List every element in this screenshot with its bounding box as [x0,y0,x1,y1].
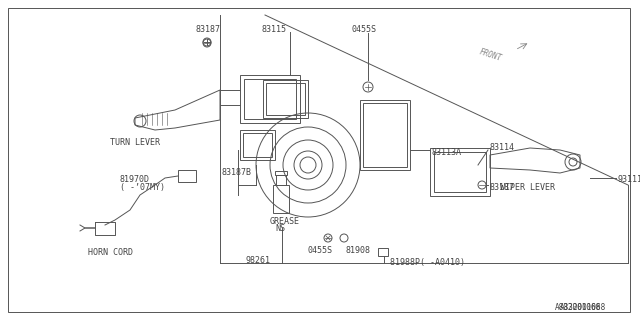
Bar [266,83,305,115]
Bar [240,130,275,160]
Text: A832001068: A832001068 [560,303,606,312]
Text: FRONT: FRONT [477,47,502,63]
Text: 83187: 83187 [196,25,221,34]
Text: 83114: 83114 [490,143,515,152]
Text: ( -’07MY): ( -’07MY) [120,183,165,192]
Text: 0455S: 0455S [352,25,377,34]
Text: WIPER LEVER: WIPER LEVER [500,183,555,192]
Text: 81908: 81908 [345,246,370,255]
Bar [178,170,196,182]
Bar [363,103,407,167]
Text: 81988P( -A0410): 81988P( -A0410) [390,258,465,267]
Bar [378,248,388,256]
Text: 0455S: 0455S [308,246,333,255]
Bar [273,185,289,213]
Text: 83187B: 83187B [222,168,252,177]
Bar [243,133,272,157]
Text: 83115: 83115 [261,25,286,34]
Bar [244,79,296,119]
Text: TURN LEVER: TURN LEVER [110,138,160,147]
Text: GREASE: GREASE [270,217,300,226]
Bar [430,148,490,196]
Text: 93111: 93111 [617,175,640,184]
Bar [276,175,286,185]
Bar [263,80,308,118]
Text: 83187: 83187 [490,183,515,192]
Bar [240,75,300,123]
Text: 83113A: 83113A [432,148,462,157]
Text: A832001068: A832001068 [555,303,601,312]
Text: NS: NS [275,224,285,233]
Bar [434,152,486,192]
Text: 98261: 98261 [245,256,270,265]
Bar [275,171,287,175]
Bar [360,100,410,170]
Text: HORN CORD: HORN CORD [88,248,133,257]
Text: 81970D: 81970D [120,175,150,184]
